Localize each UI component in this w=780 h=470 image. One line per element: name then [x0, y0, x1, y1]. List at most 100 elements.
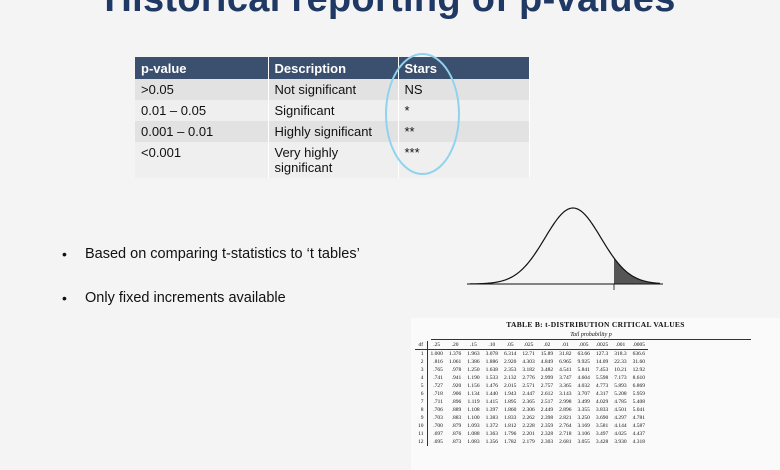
t-table-value-cell: 3.428 [595, 438, 609, 445]
t-table-value-cell: 12.92 [632, 366, 645, 373]
t-table-col-header: .10 [482, 341, 501, 350]
t-table-value-cell: 2.896 [559, 406, 572, 413]
t-table-value-cell: 3.499 [577, 398, 590, 405]
t-table-image: TABLE B: t-DISTRIBUTION CRITICAL VALUES … [411, 318, 780, 470]
t-table-value-cell: 1.108 [467, 406, 480, 413]
t-table-value-cell: 4.773 [595, 382, 609, 389]
t-table-value-cell: .765 [433, 366, 443, 373]
t-table-value-cell: 3.106 [577, 430, 590, 437]
header-pvalue: p-value [135, 57, 269, 79]
t-table-value-cell: 14.09 [595, 358, 609, 365]
t-table-value-cell: 3.355 [577, 406, 590, 413]
table-row: 0.001 – 0.01 Highly significant ** [135, 121, 530, 142]
bullet-icon: • [62, 246, 67, 262]
t-table-value-cell: .695 [433, 438, 443, 445]
t-table-col-header: .025 [519, 341, 538, 350]
t-table-value-cell: .941 [451, 374, 462, 381]
pvalue-cell: 0.01 – 0.05 [135, 100, 269, 121]
t-table-value-cell: 1.356 [485, 438, 498, 445]
t-table-value-cell: 1.796 [504, 430, 517, 437]
t-distribution-curve-icon [467, 207, 663, 290]
t-table-value-cell: 4.785 [614, 398, 627, 405]
t-table-value-cell: 2.359 [540, 422, 554, 429]
description-cell: Highly significant [268, 121, 399, 142]
t-table-value-cell: 2.228 [522, 422, 535, 429]
t-table-value-cell: 2.447 [522, 390, 535, 397]
t-table-value-cell: 3.182 [522, 366, 535, 373]
stars-cell: * [398, 100, 530, 121]
t-table-value-cell: 5.408 [632, 398, 645, 405]
t-table-col-header: .25 [427, 341, 446, 350]
t-table: df .25.20.15.10.05.025.02.01.005.0025.001… [415, 341, 648, 446]
t-table-value-cell: 5.893 [614, 382, 627, 389]
t-table-col-header: .20 [445, 341, 465, 350]
t-table-col-header: .05 [501, 341, 520, 350]
t-table-value-cell: 1.476 [485, 382, 498, 389]
t-table-value-cell: 1.440 [485, 390, 498, 397]
t-table-value-cell: 4.144 [614, 422, 627, 429]
t-table-value-cell: 4.849 [540, 358, 554, 365]
t-table-value-cell: .889 [451, 406, 462, 413]
t-table-value-cell: .718 [433, 390, 443, 397]
t-table-value-cell: 1.638 [485, 366, 498, 373]
table-row: 11 .697 .876 1.088 1.363 1.796 2.201 2.328 2.718… [415, 430, 648, 438]
t-table-value-cell: 3.707 [577, 390, 590, 397]
t-table-value-cell: 2.571 [522, 382, 535, 389]
t-table-value-cell: 4.032 [577, 382, 590, 389]
table-row: >0.05 Not significant NS [135, 79, 530, 100]
t-table-df-cell: 2 [415, 358, 428, 366]
t-table-col-header: .001 [611, 341, 630, 350]
t-table-value-cell: 7.453 [595, 366, 609, 373]
t-table-value-cell: 3.365 [559, 382, 572, 389]
t-table-df-cell: 6 [415, 390, 428, 398]
bullet-list: • Based on comparing t-statistics to ‘t … [60, 246, 360, 334]
t-table-value-cell: 1.383 [485, 414, 498, 421]
t-table-value-cell: .920 [451, 382, 462, 389]
t-table-value-cell: .711 [433, 398, 443, 405]
t-table-value-cell: 4.317 [595, 390, 609, 397]
t-table-value-cell: 5.041 [632, 406, 645, 413]
t-table-value-cell: 1.190 [467, 374, 480, 381]
t-table-title: TABLE B: t-DISTRIBUTION CRITICAL VALUES [506, 320, 685, 329]
t-table-col-header: .005 [574, 341, 593, 350]
description-cell: Not significant [268, 79, 399, 100]
t-table-value-cell: 318.3 [614, 350, 627, 357]
t-table-value-cell: 3.747 [559, 374, 572, 381]
table-row: 0.01 – 0.05 Significant * [135, 100, 530, 121]
table-row: 12 .695 .873 1.083 1.356 1.782 2.179 2.303 2.681… [415, 438, 648, 446]
header-description: Description [268, 57, 399, 79]
t-table-value-cell: 3.169 [577, 422, 590, 429]
stars-cell: NS [398, 79, 530, 100]
t-table-df-cell: 8 [415, 406, 428, 414]
t-table-value-cell: .706 [433, 406, 443, 413]
bullet-item: • Only fixed increments available [60, 290, 360, 306]
t-table-df-cell: 5 [415, 382, 428, 390]
t-table-value-cell: 1.156 [467, 382, 480, 389]
t-table-value-cell: 2.201 [522, 430, 535, 437]
t-table-value-cell: 6.965 [559, 358, 572, 365]
t-table-value-cell: 2.262 [522, 414, 535, 421]
t-table-value-cell: 2.998 [559, 398, 572, 405]
t-table-value-cell: 5.959 [632, 390, 645, 397]
t-table-value-cell: 3.482 [540, 366, 554, 373]
description-cell: Significant [268, 100, 399, 121]
t-table-value-cell: 2.353 [504, 366, 517, 373]
t-table-value-cell: 2.306 [522, 406, 535, 413]
t-table-value-cell: 2.612 [540, 390, 554, 397]
t-table-value-cell: 2.920 [504, 358, 517, 365]
t-table-value-cell: 1.386 [467, 358, 480, 365]
t-table-value-cell: 2.015 [504, 382, 517, 389]
t-table-value-cell: 4.297 [614, 414, 627, 421]
t-table-value-cell: 4.303 [522, 358, 535, 365]
t-table-col-header: .15 [464, 341, 483, 350]
t-table-value-cell: 1.943 [504, 390, 517, 397]
t-table-df-cell: 11 [415, 430, 428, 438]
t-table-value-cell: 1.812 [504, 422, 517, 429]
t-table-value-cell: 1.415 [485, 398, 498, 405]
stars-cell: *** [398, 142, 530, 178]
t-table-value-cell: 4.501 [614, 406, 627, 413]
t-table-value-cell: 2.365 [522, 398, 535, 405]
pvalue-cell: <0.001 [135, 142, 269, 178]
t-table-value-cell: 63.66 [577, 350, 590, 357]
t-table-value-cell: 1.372 [485, 422, 498, 429]
